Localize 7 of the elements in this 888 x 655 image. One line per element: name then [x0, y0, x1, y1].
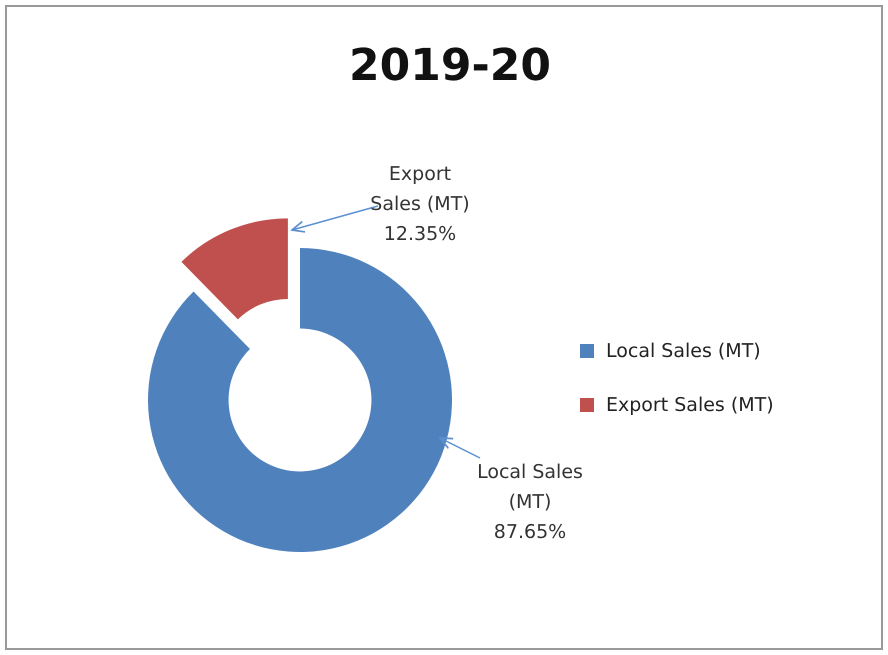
data-label: 87.65% [494, 521, 566, 543]
data-label: 12.35% [384, 223, 456, 245]
legend-label: Local Sales (MT) [606, 340, 761, 362]
chart-title: 2019-20 [349, 40, 551, 91]
legend-label: Export Sales (MT) [606, 394, 774, 416]
slice-label: Export Sales (MT) [370, 163, 470, 215]
slice-label: Local Sales (MT) [477, 461, 583, 513]
